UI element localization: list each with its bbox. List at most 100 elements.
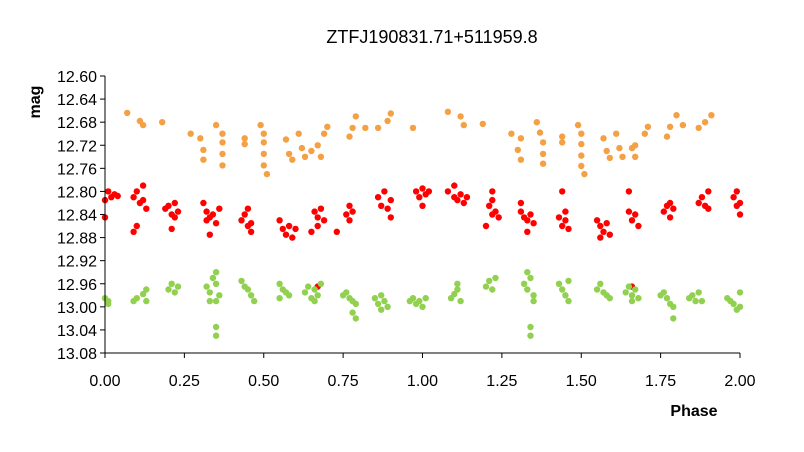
data-point (559, 286, 566, 293)
data-point (597, 234, 604, 241)
data-point (565, 277, 572, 285)
data-point (301, 289, 309, 296)
data-point (320, 217, 328, 224)
data-points (101, 108, 744, 339)
data-point (171, 289, 178, 296)
data-point (689, 292, 696, 299)
data-point (308, 228, 315, 235)
data-point (600, 135, 607, 142)
data-point (260, 130, 267, 137)
data-point (143, 286, 150, 293)
data-point (619, 153, 626, 160)
data-point (489, 286, 496, 293)
y-tick-label: 12.76 (57, 161, 97, 178)
data-point (200, 156, 207, 163)
data-point (527, 323, 534, 331)
data-point (130, 228, 137, 235)
data-point (533, 119, 540, 126)
data-point (517, 135, 525, 142)
data-point (219, 162, 226, 169)
data-point (378, 292, 385, 299)
data-point (698, 194, 706, 201)
data-point (251, 297, 258, 305)
data-point (279, 225, 286, 233)
data-point (260, 150, 267, 158)
data-point (212, 323, 220, 331)
data-point (527, 211, 534, 218)
data-point (593, 286, 601, 293)
data-point (603, 147, 610, 155)
data-point (508, 130, 515, 137)
data-point (133, 295, 140, 302)
data-point (212, 280, 220, 287)
data-point (736, 289, 744, 296)
data-point (387, 196, 394, 204)
data-point (489, 188, 496, 195)
data-point (625, 188, 633, 195)
x-tick-label: 1.50 (566, 373, 597, 390)
data-point (635, 222, 642, 230)
data-point (492, 274, 499, 282)
data-point (317, 280, 325, 287)
data-point (524, 228, 531, 235)
data-point (625, 208, 633, 215)
data-point (581, 170, 588, 178)
data-point (317, 205, 325, 212)
data-point (660, 289, 667, 296)
series-2 (101, 269, 744, 339)
data-point (139, 196, 147, 204)
data-point (679, 121, 687, 129)
data-point (308, 147, 315, 155)
data-point (212, 269, 220, 276)
y-tick-label: 12.68 (57, 115, 97, 132)
data-point (305, 283, 312, 290)
data-point (174, 283, 182, 290)
data-point (209, 274, 217, 282)
data-point (536, 129, 544, 136)
data-point (200, 146, 207, 154)
data-point (244, 286, 252, 293)
data-point (670, 315, 677, 322)
data-point (578, 162, 585, 170)
x-tick-label: 0.25 (169, 373, 200, 390)
y-tick-label: 12.72 (57, 138, 97, 155)
data-point (298, 144, 306, 152)
data-point (666, 199, 674, 207)
data-point (517, 199, 525, 207)
data-point (263, 170, 271, 178)
y-tick-label: 12.64 (57, 92, 97, 109)
data-point (663, 133, 671, 140)
data-point (285, 222, 293, 230)
x-tick-label: 0.00 (89, 373, 120, 390)
data-point (374, 124, 382, 132)
data-point (282, 231, 290, 238)
data-point (539, 139, 547, 146)
data-point (695, 289, 702, 296)
data-point (666, 214, 674, 221)
x-tick-label: 1.25 (486, 373, 517, 390)
data-point (517, 156, 525, 163)
data-point (530, 220, 537, 227)
data-point (730, 194, 737, 201)
data-point (238, 277, 245, 285)
data-point (247, 228, 255, 235)
data-point (559, 222, 566, 230)
data-point (289, 156, 296, 163)
data-point (374, 194, 382, 201)
data-point (260, 139, 267, 146)
y-tick-label: 12.92 (57, 254, 97, 271)
data-point (105, 300, 112, 308)
data-point (219, 150, 226, 158)
data-point (730, 300, 737, 308)
data-point (628, 217, 636, 224)
y-tick-label: 13.08 (57, 346, 97, 363)
data-point (171, 199, 178, 207)
data-point (260, 162, 267, 169)
data-point (463, 194, 471, 201)
data-point (282, 136, 290, 143)
data-point (276, 280, 283, 287)
data-point (285, 150, 293, 158)
data-point (454, 286, 461, 293)
x-axis-ticks: 0.00 0.25 0.50 0.75 1.00 1.25 1.50 1.75 2.00 (89, 353, 756, 390)
data-point (343, 211, 350, 218)
